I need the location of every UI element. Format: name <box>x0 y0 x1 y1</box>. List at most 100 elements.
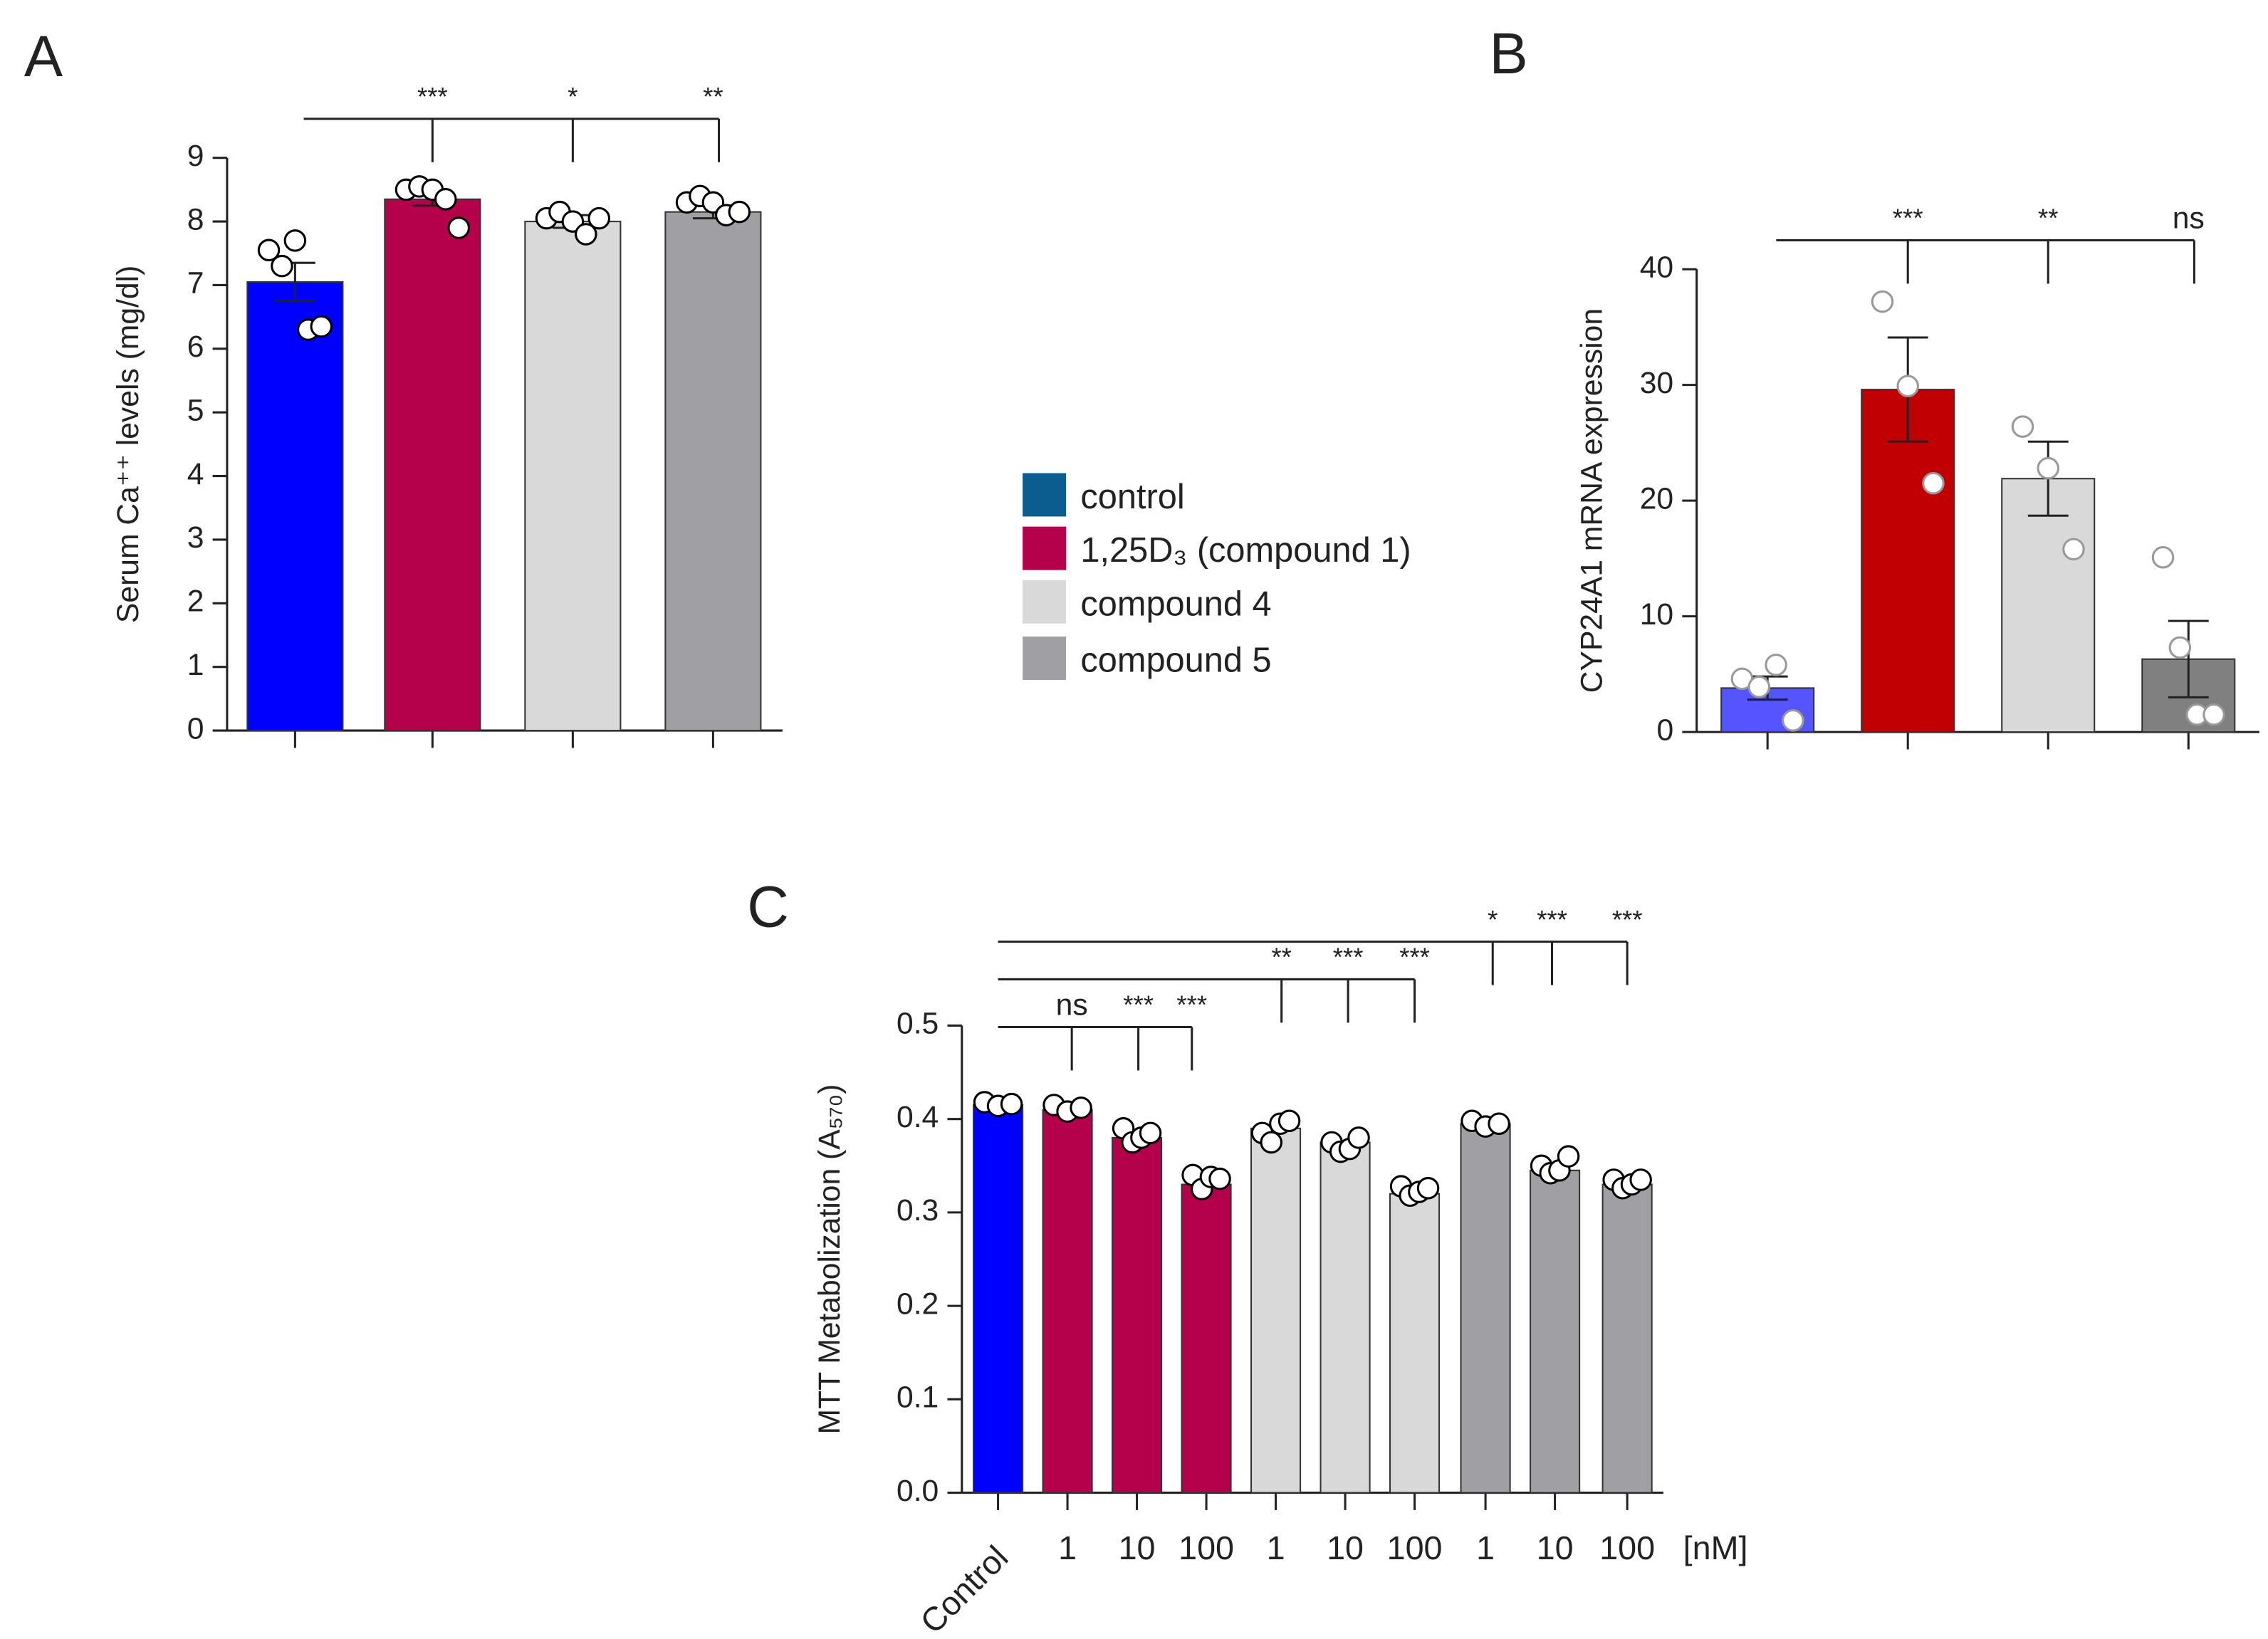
bar <box>524 221 622 732</box>
panel-label: C <box>747 874 789 939</box>
y-tick-label: 7 <box>187 266 204 300</box>
data-point <box>2202 703 2225 726</box>
data-point <box>1557 1145 1580 1168</box>
bar <box>1042 1109 1093 1494</box>
data-point <box>2037 456 2059 480</box>
data-point <box>434 188 457 211</box>
significance-label: * <box>1488 905 1498 934</box>
y-tick-label: 10 <box>1640 597 1673 632</box>
bar <box>1530 1169 1581 1494</box>
y-tick-label: 6 <box>187 330 204 364</box>
data-point <box>271 254 293 278</box>
x-tick-label: 100 <box>1179 1529 1234 1566</box>
significance-label: *** <box>1399 943 1430 972</box>
y-tick-label: 0.4 <box>897 1100 939 1134</box>
legend-label: compound 5 <box>1080 641 1271 679</box>
data-point <box>1000 1092 1023 1116</box>
data-point <box>310 315 333 338</box>
data-point <box>1896 375 1919 397</box>
legend-swatch <box>1023 473 1067 517</box>
data-point <box>1747 675 1771 698</box>
data-point <box>1139 1121 1162 1145</box>
significance-label: ns <box>1056 988 1088 1022</box>
data-point <box>257 239 281 262</box>
x-tick-label: 100 <box>1599 1529 1655 1566</box>
bar <box>246 281 344 732</box>
data-point <box>1416 1177 1440 1200</box>
legend-swatch <box>1023 580 1067 624</box>
y-tick-label: 20 <box>1640 481 1673 515</box>
y-tick-label: 8 <box>187 202 204 236</box>
significance-label: *** <box>417 82 448 111</box>
data-point <box>2168 636 2192 659</box>
error-bar <box>2168 619 2209 698</box>
y-tick-label: 3 <box>187 520 204 555</box>
bar <box>973 1104 1024 1494</box>
data-point <box>1070 1096 1092 1119</box>
significance-label: *** <box>1176 990 1207 1020</box>
x-tick-label: Control <box>913 1539 1015 1639</box>
data-point <box>2011 415 2034 438</box>
data-point <box>1922 471 1945 495</box>
significance-label: * <box>568 82 578 111</box>
y-tick-label: 2 <box>187 585 204 619</box>
bar <box>1601 1183 1653 1494</box>
data-point <box>1629 1168 1652 1191</box>
y-tick-label: 5 <box>187 393 204 427</box>
legend-swatch <box>1023 637 1067 680</box>
bar <box>2001 478 2096 733</box>
x-tick-label: 10 <box>1119 1529 1156 1566</box>
x-tick-label: 1 <box>1058 1529 1077 1566</box>
x-unit-label: [nM] <box>1683 1529 1748 1566</box>
data-point <box>1871 290 1894 313</box>
y-tick-label: 1 <box>187 648 204 682</box>
x-tick-label: 10 <box>1537 1529 1574 1566</box>
legend-swatch <box>1023 526 1067 570</box>
x-tick-label: 10 <box>1327 1529 1364 1566</box>
bar <box>1250 1127 1302 1494</box>
data-point <box>447 216 470 239</box>
data-point <box>587 206 610 230</box>
panel-label: A <box>24 24 63 89</box>
bar <box>664 211 762 732</box>
y-tick-label: 0.1 <box>897 1381 939 1415</box>
data-point <box>1488 1112 1510 1135</box>
data-point <box>1782 709 1804 732</box>
significance-label: *** <box>1123 990 1154 1020</box>
y-tick-label: 30 <box>1640 366 1673 400</box>
significance-label: ns <box>2173 201 2205 235</box>
data-point <box>1260 1131 1282 1154</box>
bar <box>1112 1136 1163 1494</box>
data-point <box>1277 1109 1301 1133</box>
data-point <box>575 223 597 246</box>
data-point <box>728 200 751 224</box>
bar <box>384 198 481 732</box>
y-tick-label: 9 <box>187 139 204 173</box>
x-tick-label: 1 <box>1267 1529 1285 1566</box>
y-axis-label: Serum Ca⁺⁺ levels (mg/dl) <box>111 266 145 623</box>
x-tick-label: 1 <box>1476 1529 1495 1566</box>
legend-label: control <box>1080 478 1184 516</box>
significance-label: *** <box>1537 905 1567 934</box>
data-point <box>2062 538 2085 561</box>
legend-label: 1,25D₃ (compound 1) <box>1080 531 1411 570</box>
significance-label: ** <box>2038 204 2058 233</box>
bar <box>1460 1123 1511 1494</box>
y-tick-label: 0 <box>1656 713 1673 747</box>
significance-label: *** <box>1893 204 1923 233</box>
y-tick-label: 4 <box>187 457 204 491</box>
y-axis-label: MTT Metabolization (A₅₇₀) <box>812 1084 847 1435</box>
x-tick-label: 100 <box>1387 1529 1443 1566</box>
y-tick-label: 0.2 <box>897 1287 939 1321</box>
data-point <box>1347 1126 1370 1149</box>
y-tick-label: 40 <box>1640 250 1673 284</box>
panel-label: B <box>1489 21 1527 86</box>
y-tick-label: 0.0 <box>897 1474 939 1508</box>
data-point <box>283 229 307 252</box>
bar <box>1861 389 1955 733</box>
bar <box>1319 1141 1371 1494</box>
significance-label: ** <box>703 82 723 111</box>
bar <box>1389 1193 1441 1494</box>
data-point <box>2151 545 2175 569</box>
